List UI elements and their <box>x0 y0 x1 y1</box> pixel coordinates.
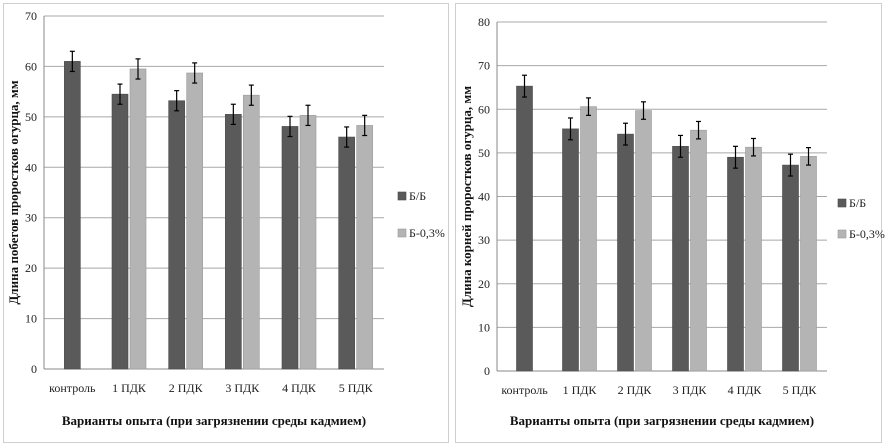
chart-left-bar <box>129 68 147 370</box>
chart-right-bar <box>562 128 579 372</box>
chart-left-bar <box>338 136 355 370</box>
chart-right-legend-label: Б/Б <box>849 196 866 210</box>
chart-right-bar <box>672 146 689 372</box>
chart-right-category-label: 5 ПДК <box>783 383 818 397</box>
chart-right-ytick-label: 10 <box>478 320 490 334</box>
chart-right-bar <box>727 156 744 372</box>
chart-left-category-label: контроль <box>49 381 96 395</box>
chart-right-bar <box>516 85 533 372</box>
chart-left-ytick-label: 50 <box>25 110 37 124</box>
chart-right-bar <box>580 106 597 372</box>
chart-left-bar <box>243 94 260 370</box>
chart-right-bar <box>635 110 652 372</box>
chart-right-ytick-label: 0 <box>484 364 490 378</box>
chart-left-ytick-label: 10 <box>25 312 37 326</box>
chart-left-bar <box>168 100 185 370</box>
chart-right-legend-swatch <box>837 229 847 239</box>
chart-right-bar <box>745 146 762 372</box>
chart-right-category-label: 3 ПДК <box>673 383 708 397</box>
chart-right-category-label: контроль <box>501 383 548 397</box>
chart-right-ytick-label: 70 <box>478 59 490 73</box>
chart-left-category-label: 2 ПДК <box>169 381 204 395</box>
chart-right-bar <box>800 156 817 372</box>
chart-left-legend-swatch <box>397 191 407 201</box>
chart-right-y-axis-title: Длина корней проростков огурца, мм <box>459 86 474 307</box>
chart-left-bar <box>281 126 299 370</box>
chart-left-bar <box>225 114 242 370</box>
chart-left-legend-label: Б/Б <box>409 189 426 203</box>
chart-right-bar <box>690 129 707 372</box>
chart-right-bar <box>782 164 799 372</box>
chart-right-ytick-label: 20 <box>478 277 490 291</box>
chart-left-ytick-label: 70 <box>25 9 37 23</box>
chart-left-ytick-label: 40 <box>25 160 37 174</box>
chart-left-bar <box>356 125 373 370</box>
chart-right-category-label: 2 ПДК <box>618 383 653 397</box>
chart-right-category-label: 4 ПДК <box>728 383 763 397</box>
chart-right-ytick-label: 80 <box>478 15 490 29</box>
chart-left-ytick-label: 20 <box>25 261 37 275</box>
chart-left-category-label: 5 ПДК <box>339 381 374 395</box>
chart-left-bar <box>111 93 129 370</box>
chart-right-ytick-label: 40 <box>478 190 490 204</box>
chart-left-category-label: 1 ПДК <box>112 381 147 395</box>
chart-right-ytick-label: 60 <box>478 102 490 116</box>
chart-left-x-axis-title: Варианты опыта (при загрязнении среды ка… <box>62 413 366 428</box>
chart-left-category-label: 3 ПДК <box>225 381 260 395</box>
chart-right-ytick-label: 30 <box>478 233 490 247</box>
chart-right-category-label: 1 ПДК <box>563 383 598 397</box>
chart-left-bar <box>186 72 203 370</box>
chart-right-ytick-label: 50 <box>478 146 490 160</box>
chart-left-ytick-label: 60 <box>25 59 37 73</box>
chart-left-ytick-label: 30 <box>25 211 37 225</box>
chart-right-legend-swatch <box>837 198 847 208</box>
chart-right-bar <box>617 133 634 372</box>
chart-left-legend-label: Б-0,3% <box>409 226 445 240</box>
chart-left-plot-area <box>44 16 384 369</box>
chart-left-y-axis-title: Длина побегов проростков огурца, мм <box>6 80 21 304</box>
chart-right-x-axis-title: Варианты опыта (при загрязнении среды ка… <box>510 413 814 428</box>
chart-left-legend-swatch <box>397 228 407 238</box>
chart-right-legend-label: Б-0,3% <box>849 227 885 241</box>
chart-left-bar <box>64 61 81 370</box>
chart-left-ytick-label: 0 <box>31 362 37 376</box>
chart-left-category-label: 4 ПДК <box>282 381 317 395</box>
chart-left-bar <box>299 115 317 370</box>
